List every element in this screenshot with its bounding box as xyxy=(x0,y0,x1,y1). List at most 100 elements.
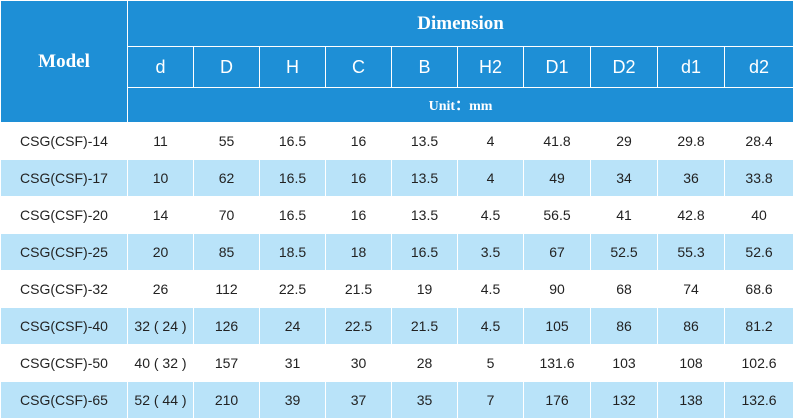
value-cell-d1: 42.8 xyxy=(657,196,725,234)
column-header-B: B xyxy=(391,46,458,88)
value-cell-H: 22.5 xyxy=(259,270,326,308)
value-cell-C: 30 xyxy=(325,344,392,382)
value-cell-H: 31 xyxy=(259,344,326,382)
value-cell-d2: 28.4 xyxy=(723,122,793,160)
value-cell-d1: 86 xyxy=(657,307,725,345)
value-cell-d: 14 xyxy=(127,196,194,234)
value-cell-D: 70 xyxy=(193,196,260,234)
value-cell-D: 85 xyxy=(193,233,260,271)
value-cell-D1: 105 xyxy=(523,307,591,345)
value-cell-D2: 68 xyxy=(590,270,658,308)
value-cell-d2: 33.8 xyxy=(723,159,793,197)
value-cell-H: 18.5 xyxy=(259,233,326,271)
value-cell-C: 22.5 xyxy=(325,307,392,345)
value-cell-B: 16.5 xyxy=(391,233,458,271)
dimension-header: Dimension xyxy=(126,0,793,47)
value-cell-C: 16 xyxy=(325,196,392,234)
value-cell-D2: 86 xyxy=(590,307,658,345)
column-header-D: D xyxy=(193,46,260,88)
value-cell-d: 20 xyxy=(127,233,194,271)
value-cell-H2: 5 xyxy=(457,344,524,382)
value-cell-d: 26 xyxy=(127,270,194,308)
value-cell-d2: 52.6 xyxy=(723,233,793,271)
column-header-d1: d1 xyxy=(657,46,725,88)
model-column-header: Model xyxy=(0,0,128,123)
value-cell-H2: 4 xyxy=(457,159,524,197)
model-cell: CSG(CSF)-14 xyxy=(0,122,128,160)
value-cell-H2: 4.5 xyxy=(457,270,524,308)
value-cell-D2: 103 xyxy=(590,344,658,382)
column-header-D1: D1 xyxy=(523,46,591,88)
value-cell-B: 13.5 xyxy=(391,196,458,234)
value-cell-D: 210 xyxy=(193,381,260,419)
value-cell-D2: 41 xyxy=(590,196,658,234)
column-header-d2: d2 xyxy=(723,46,793,88)
value-cell-C: 18 xyxy=(325,233,392,271)
table-row: CSG(CSF)-40 32 ( 24 ) 126 24 22.5 21.5 4.5 105 8… xyxy=(0,307,793,345)
value-cell-d1: 55.3 xyxy=(657,233,725,271)
value-cell-d2: 40 xyxy=(723,196,793,234)
value-cell-d: 52 ( 44 ) xyxy=(127,381,194,419)
model-cell: CSG(CSF)-25 xyxy=(0,233,128,271)
value-cell-d: 40 ( 32 ) xyxy=(127,344,194,382)
column-header-H: H xyxy=(259,46,326,88)
model-cell: CSG(CSF)-32 xyxy=(0,270,128,308)
value-cell-D2: 29 xyxy=(590,122,658,160)
value-cell-d2: 68.6 xyxy=(723,270,793,308)
value-cell-H: 39 xyxy=(259,381,326,419)
table-row: CSG(CSF)-50 40 ( 32 ) 157 31 30 28 5 131.6 103 10… xyxy=(0,344,793,382)
table-row: CSG(CSF)-17 10 62 16.5 16 13.5 4 49 34 36 33.8 xyxy=(0,159,793,197)
value-cell-d1: 74 xyxy=(657,270,725,308)
value-cell-H2: 4.5 xyxy=(457,196,524,234)
model-cell: CSG(CSF)-50 xyxy=(0,344,128,382)
value-cell-d: 32 ( 24 ) xyxy=(127,307,194,345)
value-cell-C: 16 xyxy=(325,159,392,197)
value-cell-d2: 102.6 xyxy=(723,344,793,382)
value-cell-H2: 3.5 xyxy=(457,233,524,271)
value-cell-d1: 138 xyxy=(657,381,725,419)
model-cell: CSG(CSF)-40 xyxy=(0,307,128,345)
value-cell-C: 37 xyxy=(325,381,392,419)
value-cell-B: 13.5 xyxy=(391,122,458,160)
column-header-H2: H2 xyxy=(457,46,524,88)
value-cell-D1: 41.8 xyxy=(523,122,591,160)
value-cell-D2: 34 xyxy=(590,159,658,197)
table-row: CSG(CSF)-14 11 55 16.5 16 13.5 4 41.8 29 29.8 28.4 xyxy=(0,122,793,160)
value-cell-B: 13.5 xyxy=(391,159,458,197)
value-cell-H2: 7 xyxy=(457,381,524,419)
value-cell-D: 126 xyxy=(193,307,260,345)
value-cell-D1: 176 xyxy=(523,381,591,419)
value-cell-D1: 131.6 xyxy=(523,344,591,382)
value-cell-H: 16.5 xyxy=(259,122,326,160)
value-cell-B: 28 xyxy=(391,344,458,382)
value-cell-D2: 52.5 xyxy=(590,233,658,271)
value-cell-D2: 132 xyxy=(590,381,658,419)
value-cell-H2: 4.5 xyxy=(457,307,524,345)
model-cell: CSG(CSF)-65 xyxy=(0,381,128,419)
model-cell: CSG(CSF)-17 xyxy=(0,159,128,197)
value-cell-d: 11 xyxy=(127,122,194,160)
value-cell-D1: 67 xyxy=(523,233,591,271)
table-body: CSG(CSF)-14 11 55 16.5 16 13.5 4 41.8 29 29.8 28.4… xyxy=(0,122,793,419)
value-cell-D1: 49 xyxy=(523,159,591,197)
value-cell-d1: 36 xyxy=(657,159,725,197)
table-row: CSG(CSF)-32 26 112 22.5 21.5 19 4.5 90 68 74 68.6 xyxy=(0,270,793,308)
value-cell-H: 16.5 xyxy=(259,159,326,197)
value-cell-D: 55 xyxy=(193,122,260,160)
value-cell-B: 21.5 xyxy=(391,307,458,345)
value-cell-d: 10 xyxy=(127,159,194,197)
value-cell-d2: 81.2 xyxy=(723,307,793,345)
value-cell-d1: 108 xyxy=(657,344,725,382)
table-row: CSG(CSF)-20 14 70 16.5 16 13.5 4.5 56.5 41 42.8 40 xyxy=(0,196,793,234)
value-cell-H: 24 xyxy=(259,307,326,345)
value-cell-H2: 4 xyxy=(457,122,524,160)
model-cell: CSG(CSF)-20 xyxy=(0,196,128,234)
value-cell-D: 62 xyxy=(193,159,260,197)
value-cell-D: 112 xyxy=(193,270,260,308)
column-header-C: C xyxy=(325,46,392,88)
value-cell-d2: 132.6 xyxy=(723,381,793,419)
table-row: CSG(CSF)-25 20 85 18.5 18 16.5 3.5 67 52.5 55.3 52… xyxy=(0,233,793,271)
table-row: CSG(CSF)-65 52 ( 44 ) 210 39 37 35 7 176 132 138 1… xyxy=(0,381,793,419)
column-header-d: d xyxy=(127,46,194,88)
